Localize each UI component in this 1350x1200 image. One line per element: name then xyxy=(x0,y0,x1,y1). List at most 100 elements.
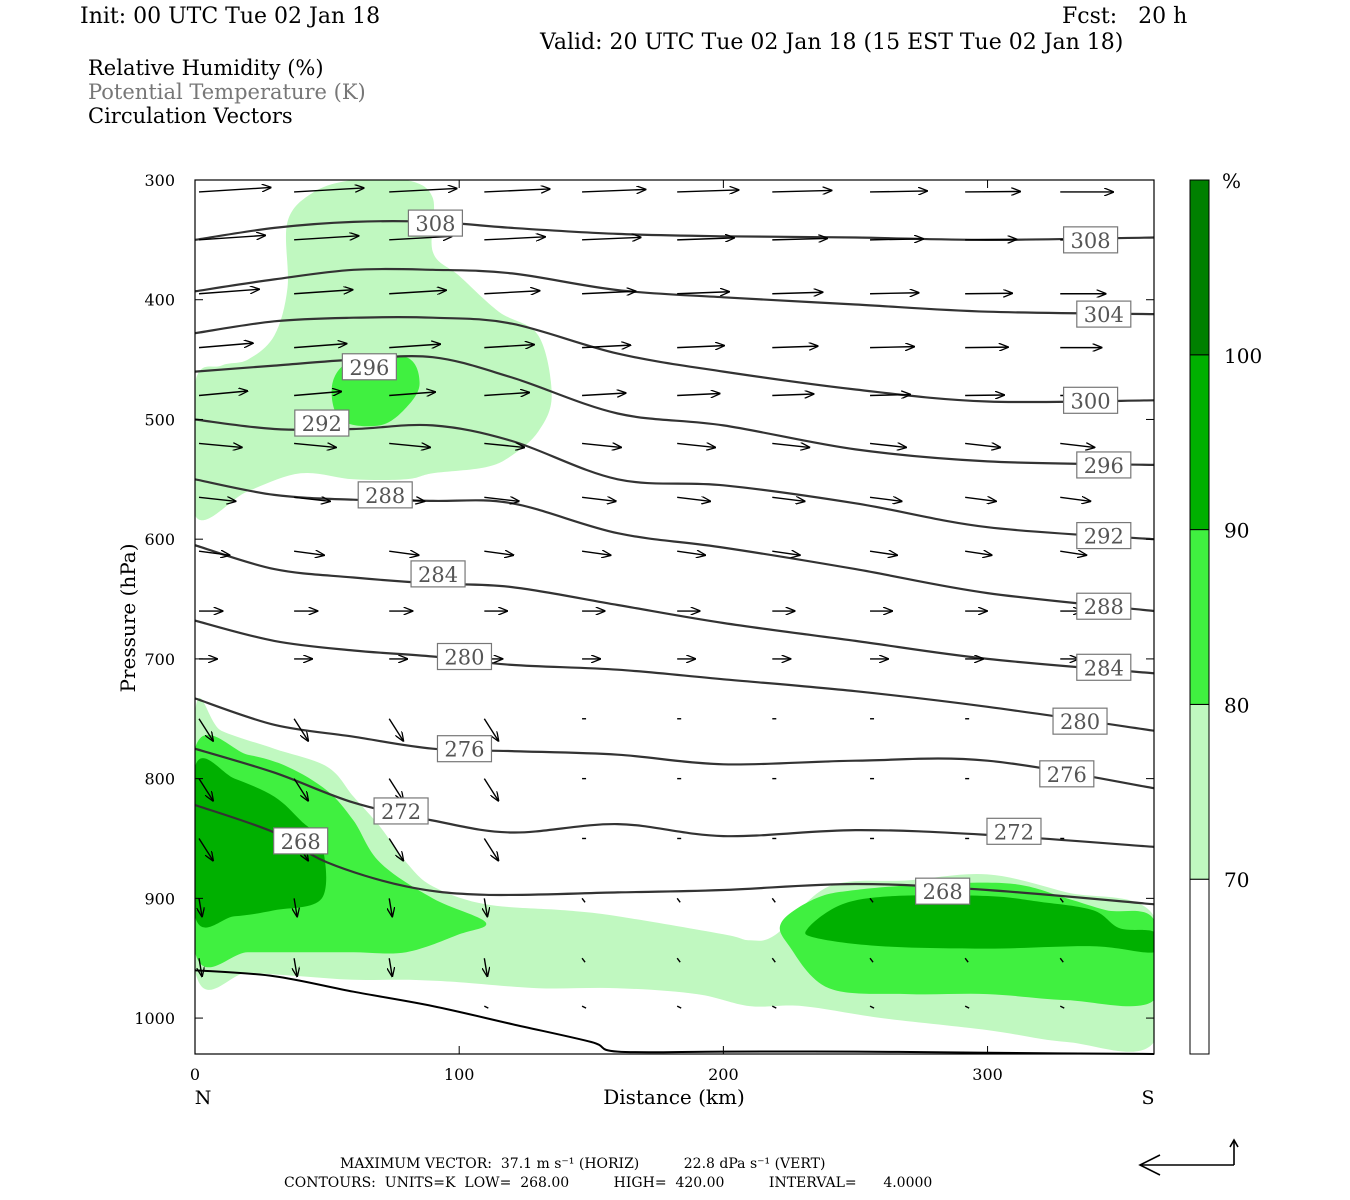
legend-relative-humidity: Relative Humidity (%) xyxy=(88,56,324,80)
y-tick-label: 800 xyxy=(144,770,175,789)
wind-vector xyxy=(677,190,738,192)
wind-vector xyxy=(198,443,242,447)
theta-contour-300 xyxy=(195,315,1154,404)
colorbar-segment xyxy=(1189,179,1210,356)
wind-vector xyxy=(772,394,813,396)
colorbar-segment xyxy=(1189,354,1210,531)
wind-vector xyxy=(772,346,817,348)
contour-label-box xyxy=(294,409,350,437)
wind-vector xyxy=(483,778,498,801)
contour-label-text: 280 xyxy=(1060,710,1100,734)
north-label: N xyxy=(195,1087,212,1109)
wind-vector xyxy=(388,778,403,801)
rh-region-90 xyxy=(195,758,327,928)
wind-vector xyxy=(484,393,529,396)
legend-circulation-vectors: Circulation Vectors xyxy=(88,104,293,128)
wind-vector xyxy=(484,189,549,192)
wind-vector xyxy=(870,293,919,294)
wind-vector xyxy=(965,239,1016,240)
wind-vector xyxy=(676,957,681,963)
wind-vector xyxy=(198,235,265,241)
wind-vector xyxy=(294,497,330,501)
valid-time: Valid: 20 UTC Tue 02 Jan 18 (15 EST Tue … xyxy=(540,30,1124,55)
wind-vector xyxy=(389,188,456,192)
theta-contour-layer xyxy=(195,220,1154,906)
contour-label-box xyxy=(1052,707,1108,735)
x-tick-label: 100 xyxy=(444,1065,475,1084)
wind-vector xyxy=(198,497,236,501)
contour-label-box xyxy=(1039,760,1095,788)
colorbar-tick-label: 70 xyxy=(1224,868,1249,892)
wind-vector xyxy=(964,1005,970,1009)
wind-vector xyxy=(676,897,681,903)
axis-layer: 300 400 500 600 700 800 900 1000 0 100 200 300 N S Dis… xyxy=(116,171,1155,1109)
contour-label-box xyxy=(410,560,466,588)
wind-vector xyxy=(293,778,308,801)
wind-vector xyxy=(772,238,827,240)
wind-vector xyxy=(677,551,705,555)
contour-label-text: 288 xyxy=(1084,595,1124,619)
rh-region-90 xyxy=(805,895,1154,953)
contour-label-box xyxy=(341,353,397,381)
wind-vector xyxy=(484,237,545,240)
wind-vector xyxy=(484,291,539,294)
contour-label-box xyxy=(1076,653,1132,681)
colorbar-unit: % xyxy=(1222,169,1241,193)
wind-vector xyxy=(869,1005,875,1009)
contour-label-288: 288 xyxy=(357,481,413,509)
contour-label-272: 272 xyxy=(373,797,429,825)
wind-vector xyxy=(294,898,297,916)
contour-label-text: 280 xyxy=(444,646,484,670)
wind-vector xyxy=(965,293,1012,294)
theta-contour-272 xyxy=(195,747,1154,848)
wind-vector xyxy=(581,1005,587,1009)
theta-contour-284 xyxy=(195,544,1154,675)
forecast-hour: Fcst: 20 h xyxy=(1062,4,1188,29)
wind-vector xyxy=(677,394,719,396)
wind-vector xyxy=(388,718,403,741)
wind-vector xyxy=(389,392,435,396)
contour-label-box xyxy=(1076,521,1132,550)
contour-label-text: 268 xyxy=(281,830,321,854)
contour-label-box xyxy=(1076,300,1132,328)
wind-vector xyxy=(869,497,902,501)
wind-vector xyxy=(198,718,213,741)
wind-vector xyxy=(582,189,645,192)
wind-vector xyxy=(389,898,392,916)
contour-label-292: 292 xyxy=(294,409,350,437)
wind-vector xyxy=(870,395,910,396)
wind-vector xyxy=(294,290,352,295)
contour-label-284: 284 xyxy=(410,560,466,588)
wind-vector xyxy=(965,443,1000,447)
wind-vector xyxy=(294,344,346,349)
wind-vector xyxy=(389,958,392,976)
wind-vector xyxy=(677,497,710,501)
ref-vector-vertical-head xyxy=(1229,1138,1239,1148)
wind-vector xyxy=(199,958,202,976)
y-axis-label: Pressure (hPa) xyxy=(116,544,140,693)
wind-vector xyxy=(389,290,446,294)
colorbar-segment xyxy=(1189,878,1210,1055)
wind-vector xyxy=(870,239,923,240)
contour-label-text: 284 xyxy=(1084,656,1124,680)
y-tick-label: 600 xyxy=(144,530,175,549)
wind-vector xyxy=(484,898,487,916)
wind-vector xyxy=(294,443,336,447)
wind-vector xyxy=(771,897,776,903)
wind-vector xyxy=(1060,497,1090,501)
wind-vector xyxy=(582,443,621,447)
wind-vector xyxy=(677,346,724,348)
wind-vector xyxy=(198,187,271,193)
wind-vector xyxy=(965,347,1008,348)
terrain-layer xyxy=(194,969,1155,1055)
contour-label-272: 272 xyxy=(986,817,1042,845)
wind-vector xyxy=(676,1005,682,1009)
wind-vector xyxy=(484,958,487,976)
contour-label-text: 304 xyxy=(1084,303,1124,327)
contour-label-text: 268 xyxy=(923,880,963,904)
wind-vector xyxy=(772,551,799,555)
wind-vector xyxy=(389,443,430,447)
ref-vector-horizontal-head xyxy=(1138,1154,1161,1176)
y-tick-label: 400 xyxy=(144,291,175,310)
contour-label-text: 296 xyxy=(349,356,389,380)
